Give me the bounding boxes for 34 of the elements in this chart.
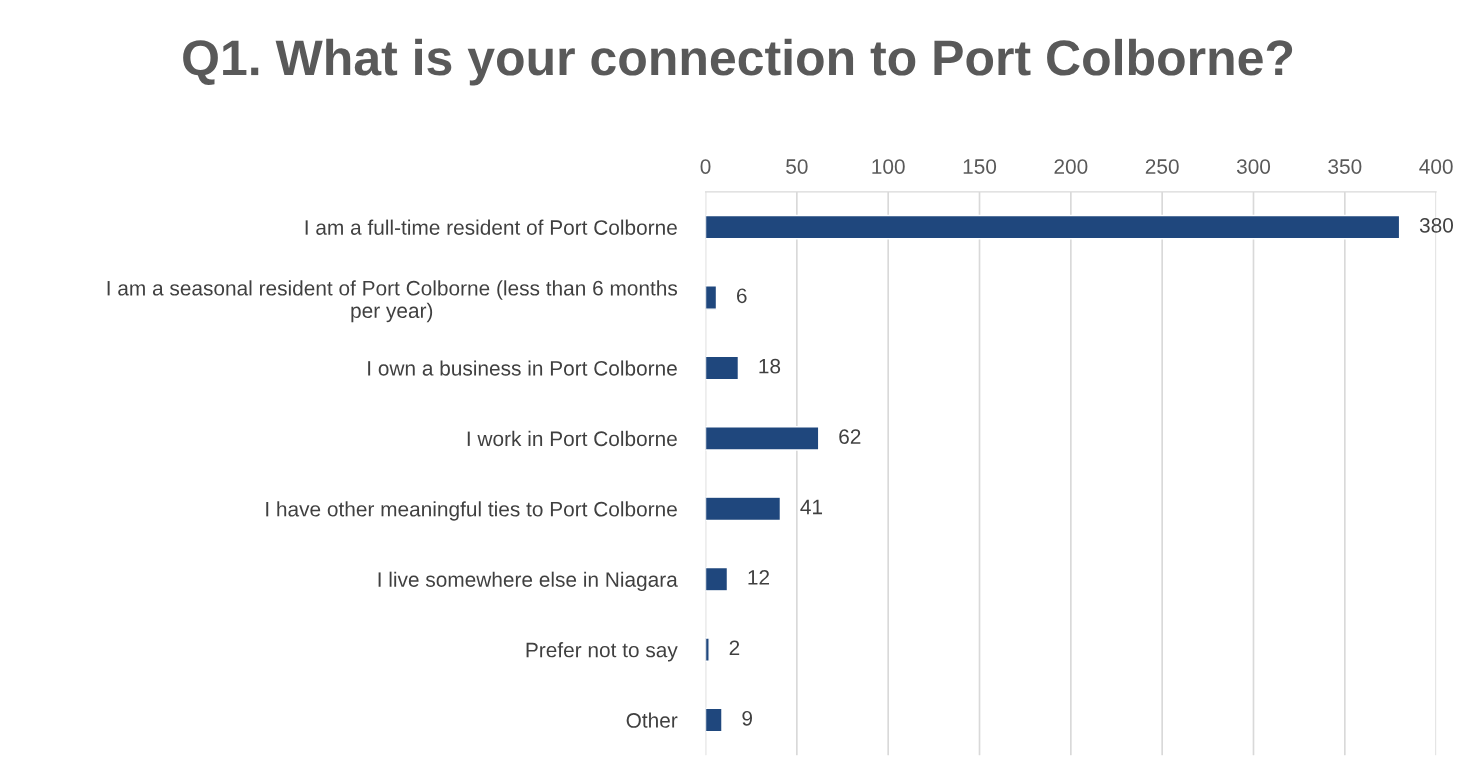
data-label: 18 <box>759 358 781 374</box>
x-tick-label: 0 <box>700 159 711 174</box>
bar <box>705 496 782 522</box>
y-tick-label: I own a business in Port Colborne <box>368 360 677 376</box>
bar <box>705 707 723 733</box>
bar <box>705 355 740 381</box>
y-tick-label: Other <box>626 712 678 728</box>
bar <box>705 214 1401 240</box>
data-label: 2 <box>729 640 740 656</box>
y-tick-label: I am a seasonal resident of Port Colborne (less than 6 months per year) <box>107 280 678 323</box>
x-tick-label: 100 <box>872 159 905 174</box>
bar <box>705 637 710 662</box>
data-label: 41 <box>800 499 823 515</box>
x-tick-label: 400 <box>1419 159 1453 174</box>
data-label: 6 <box>736 288 747 304</box>
x-tick-label: 250 <box>1145 159 1179 174</box>
x-tick-label: 200 <box>1054 159 1088 174</box>
y-tick-label: I am a full-time resident of Port Colborne <box>305 219 677 235</box>
bar <box>705 426 820 451</box>
x-tick-label: 150 <box>963 159 997 174</box>
y-tick-label: I work in Port Colborne <box>467 430 677 447</box>
data-label: 62 <box>839 429 861 444</box>
data-label: 380 <box>1419 217 1454 233</box>
y-tick-label: Prefer not to say <box>526 642 678 662</box>
x-tick-label: 300 <box>1236 159 1271 174</box>
y-tick-label: I live somewhere else in Niagara <box>378 571 678 592</box>
y-tick-label: I have other meaningful ties to Port Colborne <box>266 501 677 521</box>
x-tick-label: 350 <box>1328 159 1362 174</box>
data-label: 9 <box>742 710 753 726</box>
bar <box>705 285 718 310</box>
chart-title: Q1. What is your connection to Port Colborne? <box>183 38 1293 86</box>
x-tick-label: 50 <box>786 159 808 174</box>
data-label: 12 <box>748 570 770 585</box>
bar <box>705 566 729 592</box>
